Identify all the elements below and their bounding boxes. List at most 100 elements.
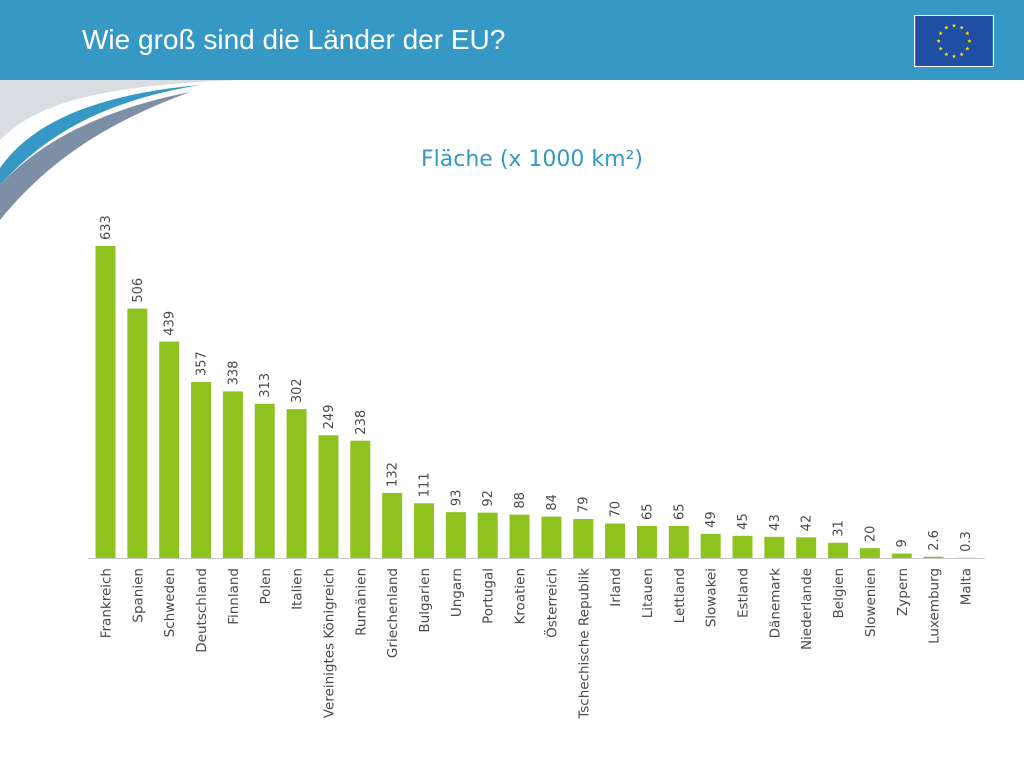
bar <box>732 535 753 558</box>
bar <box>605 523 626 558</box>
bar-value-label: 49 <box>704 511 719 528</box>
category-label: Niederlande <box>799 568 815 650</box>
bar-value-label: 506 <box>131 278 146 303</box>
category-label: Vereinigtes Königreich <box>321 568 337 718</box>
flag-star <box>959 25 964 30</box>
bar-value-label: 111 <box>418 472 433 497</box>
category-label: Lettland <box>672 568 688 623</box>
bar <box>764 536 785 558</box>
category-label: Slowakei <box>704 568 720 627</box>
bar-value-label: 0.3 <box>959 531 974 552</box>
decorative-swoosh <box>0 80 240 220</box>
category-label: Luxemburg <box>927 568 943 644</box>
bar <box>891 553 912 558</box>
bar-value-label: 249 <box>322 404 337 429</box>
category-label: Dänemark <box>767 568 783 639</box>
flag-star <box>938 31 943 36</box>
bar-value-label: 92 <box>481 490 496 507</box>
bar <box>445 512 466 558</box>
bar-value-label: 132 <box>386 462 401 487</box>
eu-flag-icon <box>914 15 994 67</box>
category-label: Belgien <box>831 568 847 619</box>
category-label: Slowenien <box>863 568 879 637</box>
category-label: Litauen <box>640 568 656 618</box>
slide-title: Wie groß sind die Länder der EU? <box>82 24 506 55</box>
bar-value-label: 313 <box>258 373 273 398</box>
bar <box>828 542 849 558</box>
bar <box>191 382 212 558</box>
category-label: Estland <box>736 568 752 618</box>
category-label: Schweden <box>162 568 178 637</box>
category-label: Bulgarien <box>417 568 433 633</box>
flag-star <box>951 23 957 28</box>
bar-value-label: 65 <box>640 503 655 520</box>
bar-value-label: 65 <box>672 503 687 520</box>
chart-title: Fläche (x 1000 km²) <box>421 147 643 172</box>
category-label: Malta <box>958 568 974 605</box>
bar-value-label: 238 <box>354 410 369 435</box>
bar <box>859 548 880 558</box>
bar <box>382 492 403 558</box>
bar <box>350 440 371 558</box>
bar <box>286 409 307 558</box>
header-bar: Wie groß sind die Länder der EU? <box>0 0 1024 80</box>
bar <box>636 525 657 558</box>
category-label: Deutschland <box>194 568 210 653</box>
flag-star <box>951 54 957 59</box>
flag-star <box>944 25 949 30</box>
bar-value-label: 302 <box>290 378 305 403</box>
bar-value-label: 84 <box>545 494 560 511</box>
bar <box>573 519 594 558</box>
flag-star <box>938 46 943 51</box>
flag-star <box>959 52 964 57</box>
flag-star <box>965 46 970 51</box>
bar-value-label: 93 <box>449 490 464 507</box>
flag-star <box>965 31 970 36</box>
category-label: Finnland <box>226 568 242 625</box>
category-label: Tschechische Republik <box>576 568 592 720</box>
category-label: Kroatien <box>513 568 529 625</box>
category-label: Griechenland <box>385 568 401 658</box>
category-label: Polen <box>258 568 274 605</box>
bar-value-label: 88 <box>513 492 528 509</box>
bar-value-label: 43 <box>768 514 783 531</box>
bar-value-label: 633 <box>99 215 114 240</box>
bar-value-label: 79 <box>577 497 592 514</box>
bar-value-label: 357 <box>195 351 210 376</box>
bar-value-label: 2.6 <box>927 530 942 551</box>
bar <box>700 533 721 558</box>
category-label: Rumänien <box>353 568 369 636</box>
bar <box>509 514 530 558</box>
bar-value-label: 42 <box>800 515 815 532</box>
bar <box>95 246 116 558</box>
bar <box>796 537 817 558</box>
category-label: Österreich <box>542 568 560 638</box>
bar-value-label: 338 <box>226 361 241 386</box>
category-label: Spanien <box>130 568 146 623</box>
category-label: Italien <box>290 568 306 610</box>
bar <box>923 556 944 558</box>
bar <box>254 403 275 558</box>
category-label: Zypern <box>895 568 911 616</box>
bar-value-label: 45 <box>736 513 751 530</box>
category-label: Ungarn <box>449 568 465 617</box>
category-label: Frankreich <box>99 568 115 638</box>
category-label: Portugal <box>481 568 497 624</box>
bar-value-label: 20 <box>863 526 878 543</box>
bar <box>159 341 180 558</box>
flag-star <box>967 38 972 43</box>
flag-star <box>936 38 941 43</box>
bar <box>668 525 689 558</box>
bar-value-label: 9 <box>895 539 910 547</box>
bar <box>541 516 562 558</box>
bar <box>318 435 339 558</box>
bar <box>222 391 243 558</box>
bar-value-label: 439 <box>163 311 178 336</box>
bar-value-label: 70 <box>609 501 624 518</box>
bar <box>477 512 498 558</box>
category-label: Irland <box>608 568 624 607</box>
bar <box>127 308 148 558</box>
bar <box>414 503 434 558</box>
flag-star <box>944 52 949 57</box>
